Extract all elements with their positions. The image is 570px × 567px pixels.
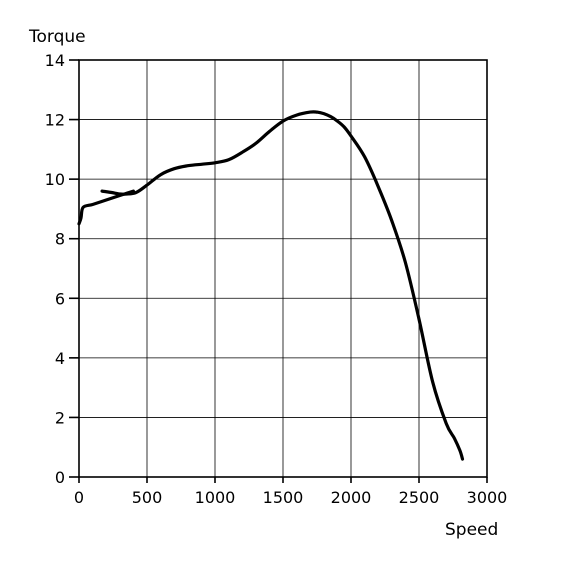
x-tick-label: 2500 xyxy=(399,488,440,507)
y-tick-labels: 0 2 4 6 8 10 12 14 xyxy=(45,51,65,487)
y-tick-label: 2 xyxy=(55,408,65,427)
x-tick-labels: 0 500 1000 1500 2000 2500 3000 xyxy=(74,488,507,507)
x-tick-label: 1000 xyxy=(195,488,236,507)
x-tick-label: 500 xyxy=(132,488,163,507)
x-axis-title: Speed xyxy=(445,520,498,540)
y-axis-title: Torque xyxy=(28,27,86,47)
series-group xyxy=(77,110,465,461)
x-tick-label: 0 xyxy=(74,488,84,507)
series-line-2 xyxy=(77,189,135,226)
plot-frame xyxy=(78,59,488,478)
y-tick-label: 6 xyxy=(55,289,65,308)
x-tick-label: 3000 xyxy=(467,488,508,507)
tick-marks xyxy=(69,59,488,483)
x-tick-label: 2000 xyxy=(331,488,372,507)
y-tick-label: 14 xyxy=(45,51,65,70)
y-tick-label: 12 xyxy=(45,111,65,130)
x-tick-label: 1500 xyxy=(263,488,304,507)
y-tick-label: 8 xyxy=(55,230,65,249)
y-tick-label: 10 xyxy=(45,170,65,189)
y-tick-label: 0 xyxy=(55,468,65,487)
series-line-1 xyxy=(100,110,465,461)
y-tick-label: 4 xyxy=(55,349,65,368)
